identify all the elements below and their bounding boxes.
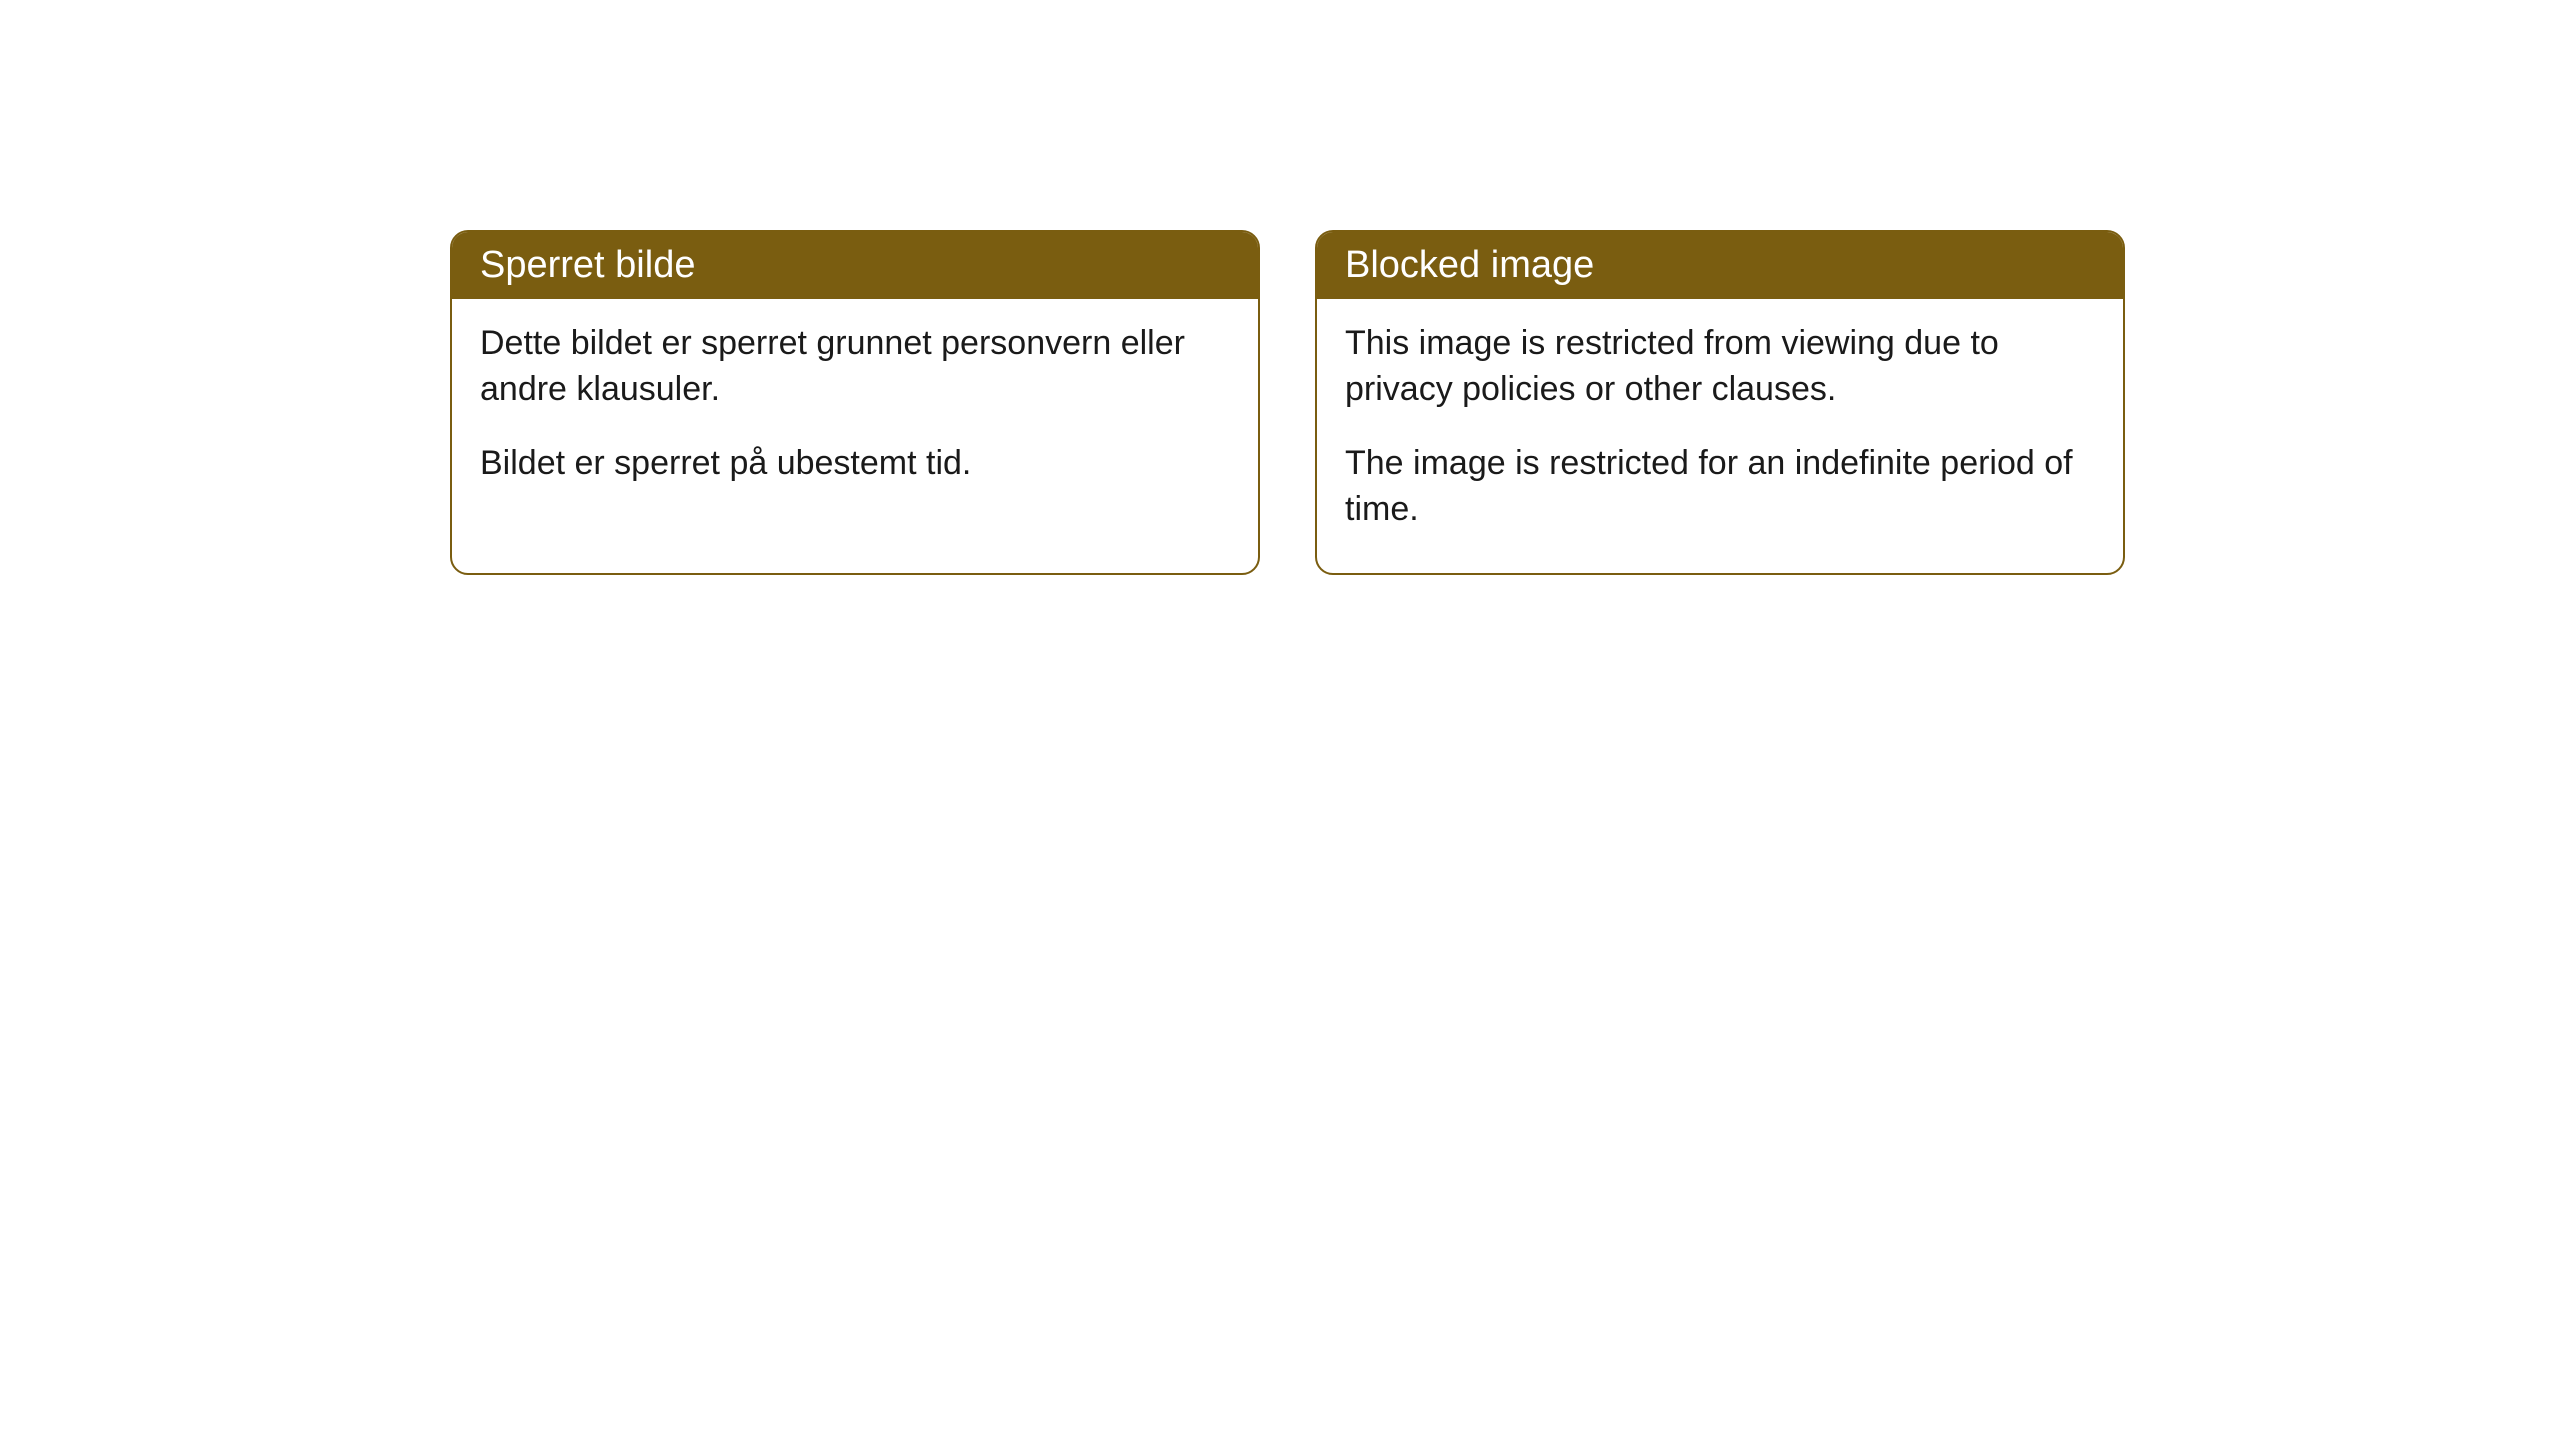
notice-paragraph-2-norwegian: Bildet er sperret på ubestemt tid. [480, 441, 1230, 487]
notice-paragraph-2-english: The image is restricted for an indefinit… [1345, 441, 2095, 533]
notice-title-english: Blocked image [1345, 244, 1594, 286]
notice-card-english: Blocked image This image is restricted f… [1315, 230, 2125, 575]
notice-body-norwegian: Dette bildet er sperret grunnet personve… [452, 299, 1258, 527]
notice-title-norwegian: Sperret bilde [480, 244, 695, 286]
notice-container: Sperret bilde Dette bildet er sperret gr… [450, 230, 2125, 575]
notice-paragraph-1-norwegian: Dette bildet er sperret grunnet personve… [480, 321, 1230, 413]
notice-card-norwegian: Sperret bilde Dette bildet er sperret gr… [450, 230, 1260, 575]
notice-header-english: Blocked image [1317, 232, 2123, 299]
notice-paragraph-1-english: This image is restricted from viewing du… [1345, 321, 2095, 413]
notice-header-norwegian: Sperret bilde [452, 232, 1258, 299]
notice-body-english: This image is restricted from viewing du… [1317, 299, 2123, 573]
